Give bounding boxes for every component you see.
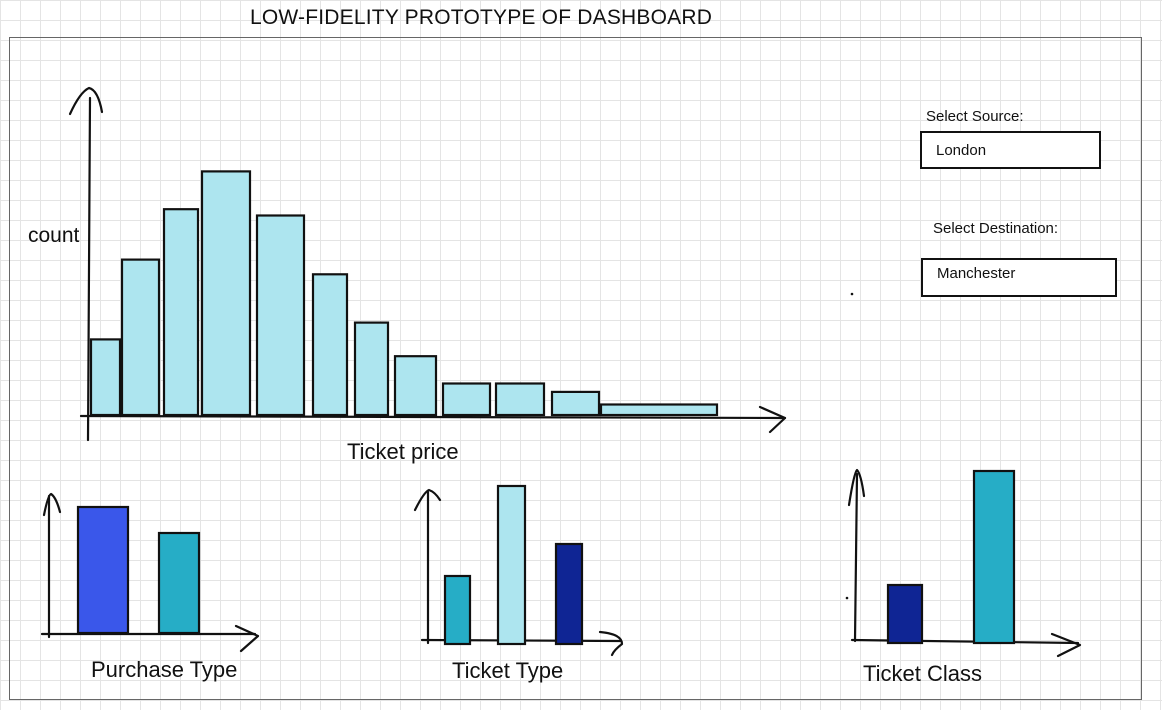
stray-dot <box>845 596 849 600</box>
ticket-type-bar-3 <box>554 542 584 646</box>
ticket-class-axes <box>847 468 1082 658</box>
ticket-class-bar-1 <box>886 583 924 645</box>
source-select[interactable]: London <box>920 131 1101 169</box>
source-label: Select Source: <box>926 108 1024 125</box>
purchase-type-bar-1 <box>76 505 130 635</box>
purchase-type-axes <box>40 492 260 653</box>
histogram-bars <box>89 170 719 417</box>
ticket-class-bars <box>886 469 1016 645</box>
ticket-class-label: Ticket Class <box>863 661 982 686</box>
histogram-bar-3 <box>162 208 200 417</box>
histogram-bar-7 <box>353 321 390 417</box>
ticket-type-bar-1 <box>443 574 472 646</box>
ticket-type-bar-2 <box>496 484 527 646</box>
page-title: LOW-FIDELITY PROTOTYPE OF DASHBOARD <box>250 6 713 29</box>
stray-dot <box>850 292 854 296</box>
histogram-bar-2 <box>120 258 161 417</box>
histogram-bar-12 <box>599 403 719 417</box>
histogram-bar-8 <box>393 355 438 417</box>
histogram-bar-11 <box>550 390 601 417</box>
ticket-type-label: Ticket Type <box>452 658 564 683</box>
histogram-bar-10 <box>494 382 546 417</box>
ticket-type-bars <box>443 484 584 646</box>
histogram-bar-9 <box>441 382 492 417</box>
histogram-x-label: Ticket price <box>347 439 459 464</box>
destination-select[interactable]: Manchester <box>921 258 1117 297</box>
purchase-type-label: Purchase Type <box>91 657 238 682</box>
histogram-bar-4 <box>200 170 252 417</box>
purchase-type-bar-2 <box>157 531 201 635</box>
histogram-axes <box>68 86 787 442</box>
histogram-bar-5 <box>255 214 306 417</box>
ticket-class-bar-2 <box>972 469 1016 645</box>
destination-label: Select Destination: <box>933 220 1059 237</box>
histogram-bar-1 <box>89 338 122 417</box>
dashboard-frame <box>9 37 1142 700</box>
histogram-y-label: count <box>28 224 80 247</box>
histogram-bar-6 <box>311 273 349 417</box>
purchase-type-bars <box>76 505 201 635</box>
